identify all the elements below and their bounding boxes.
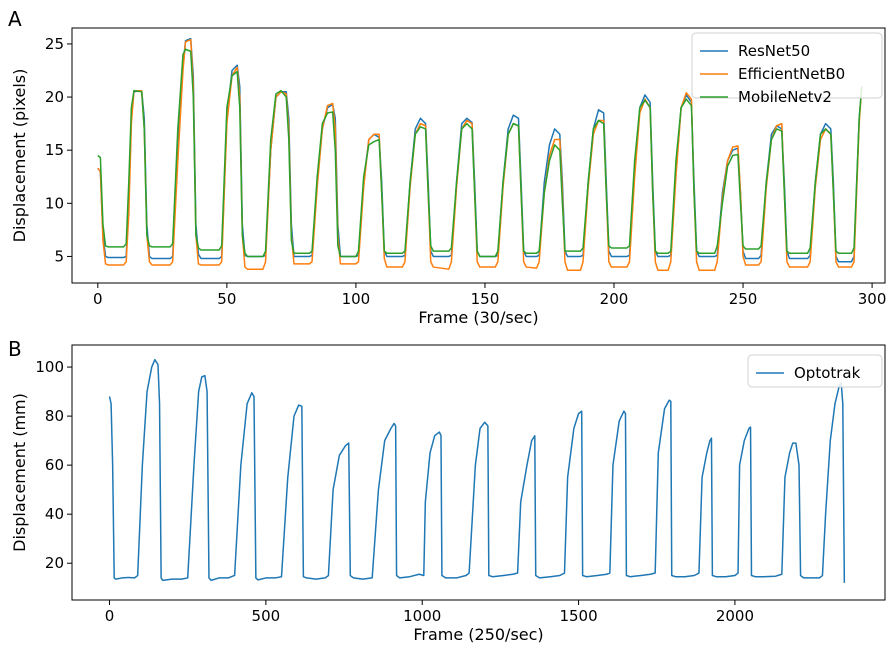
panel-b-chart: 0 500 1000 1500 2000 20 40 60 80 100 Frame (250/se… xyxy=(10,344,886,644)
legend-box xyxy=(747,354,883,388)
x-tick-label: 1500 xyxy=(559,607,597,625)
series-line-efficientnetb0 xyxy=(97,38,863,271)
plot-frame xyxy=(71,27,886,284)
y-tick-label: 10 xyxy=(45,194,64,212)
legend: ResNet50 EfficientNetB0 MobileNetv2 xyxy=(691,32,883,106)
y-tick-label: 40 xyxy=(45,505,64,523)
x-tick-label: 250 xyxy=(729,290,758,308)
legend-entry: ResNet50 xyxy=(738,42,810,60)
y-tick-label: 20 xyxy=(45,554,64,572)
x-tick-label: 50 xyxy=(217,290,236,308)
x-tick-label: 2000 xyxy=(716,607,754,625)
legend-entry: Optotrak xyxy=(794,364,861,382)
panel-label-b: B xyxy=(8,337,22,361)
x-axis-label: Frame (250/sec) xyxy=(413,625,543,644)
legend-entry: MobileNetv2 xyxy=(738,88,832,106)
y-tick-label: 60 xyxy=(45,456,64,474)
y-tick-label: 100 xyxy=(35,358,64,376)
series-line-mobilenetv2 xyxy=(97,48,863,258)
y-tick-label: 5 xyxy=(54,247,64,265)
x-tick-label: 0 xyxy=(93,290,103,308)
y-tick-label: 15 xyxy=(45,141,64,159)
y-tick-label: 25 xyxy=(45,35,64,53)
x-tick-label: 200 xyxy=(600,290,629,308)
x-tick-label: 150 xyxy=(471,290,500,308)
y-axis-label: Displacement (mm) xyxy=(10,393,29,552)
x-tick-label: 1000 xyxy=(403,607,441,625)
panel-label-a: A xyxy=(8,7,22,31)
x-tick-label: 100 xyxy=(342,290,371,308)
legend-entry: EfficientNetB0 xyxy=(738,65,845,83)
series-line-optotrak xyxy=(108,358,846,583)
legend-box xyxy=(691,32,883,99)
y-tick-label: 80 xyxy=(45,407,64,425)
plot-frame xyxy=(71,344,886,601)
legend: Optotrak xyxy=(747,354,883,388)
x-axis-label: Frame (30/sec) xyxy=(418,308,538,327)
x-tick-label: 300 xyxy=(858,290,887,308)
y-axis-label: Displacement (pixels) xyxy=(10,69,29,243)
x-tick-label: 500 xyxy=(252,607,281,625)
x-tick-label: 0 xyxy=(105,607,115,625)
y-tick-label: 20 xyxy=(45,88,64,106)
panel-a-chart: 0 50 100 150 200 250 300 5 10 15 20 25 Frame (30/sec… xyxy=(10,27,887,327)
